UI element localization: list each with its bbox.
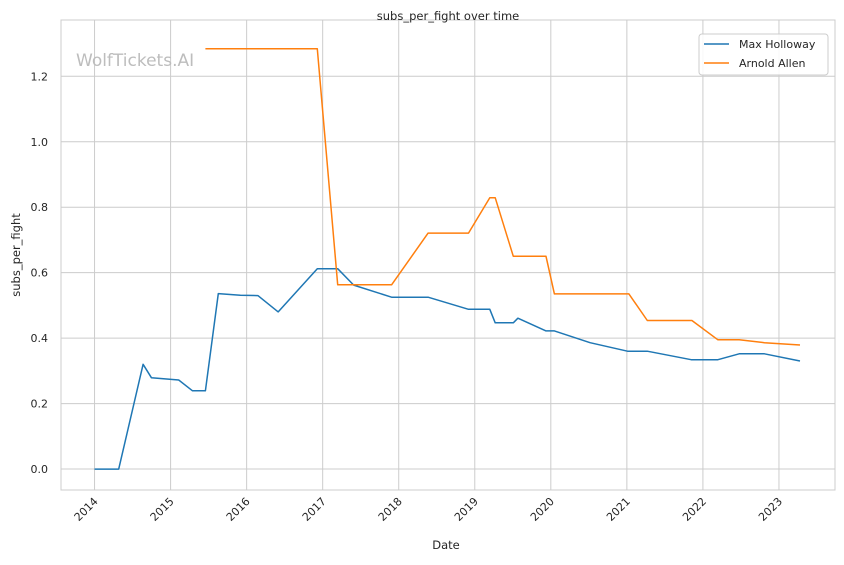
- x-tick-label: 2014: [72, 495, 101, 524]
- y-tick-label: 0.2: [31, 398, 49, 411]
- watermark: WolfTickets.AI: [76, 51, 194, 71]
- x-tick-label: 2015: [148, 495, 177, 524]
- chart-title: subs_per_fight over time: [377, 9, 519, 23]
- x-tick-label: 2022: [680, 495, 709, 524]
- legend-label-arnold-allen: Arnold Allen: [739, 57, 805, 70]
- y-tick-label: 1.0: [31, 136, 49, 149]
- y-tick-label: 0.0: [31, 463, 49, 476]
- grid: [61, 20, 835, 490]
- x-tick-label: 2019: [452, 495, 481, 524]
- axes-frame: [60, 19, 836, 491]
- plot-area: [61, 20, 835, 490]
- series-line-arnold-allen: [205, 48, 801, 346]
- x-tick-label: 2018: [376, 495, 405, 524]
- series-lines: [94, 48, 801, 470]
- legend: Max Holloway Arnold Allen: [698, 33, 829, 76]
- legend-label-max-holloway: Max Holloway: [739, 38, 816, 51]
- y-tick-label: 1.2: [31, 70, 49, 83]
- x-tick-label: 2023: [756, 495, 785, 524]
- y-tick-label: 0.4: [31, 332, 49, 345]
- y-axis-label: subs_per_fight: [9, 213, 23, 297]
- legend-box: [698, 33, 829, 76]
- y-tick-labels: 0.0 0.2 0.4 0.6 0.8 1.0 1.2: [31, 70, 49, 476]
- series-line-max-holloway: [94, 267, 801, 470]
- x-tick-label: 2020: [528, 495, 557, 524]
- x-tick-label: 2021: [604, 495, 633, 524]
- x-tick-label: 2016: [224, 495, 253, 524]
- x-tick-labels: 2014 2015 2016 2017 2018 2019 2020 2021 2022 2023: [72, 495, 785, 524]
- y-tick-label: 0.6: [31, 267, 49, 280]
- y-tick-label: 0.8: [31, 201, 49, 214]
- x-tick-label: 2017: [300, 495, 329, 524]
- x-axis-label: Date: [432, 538, 460, 552]
